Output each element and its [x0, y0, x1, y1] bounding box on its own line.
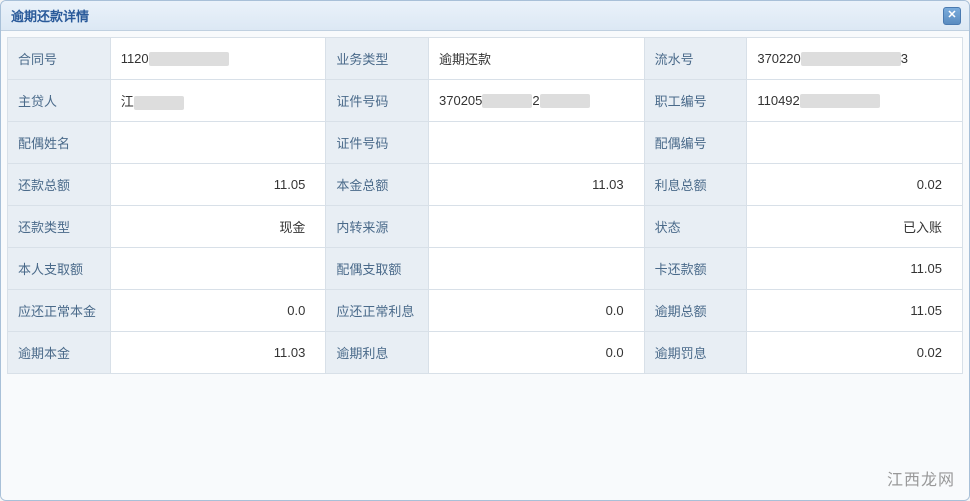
- table-row: 主贷人 江 证件号码 3702052 职工编号 110492: [8, 80, 963, 122]
- table-row: 本人支取额 配偶支取额 卡还款额 11.05: [8, 248, 963, 290]
- status-value: 已入账: [747, 206, 963, 248]
- due-principal-value: 0.0: [110, 290, 326, 332]
- repay-total-label: 还款总额: [8, 164, 111, 206]
- principal-total-label: 本金总额: [326, 164, 429, 206]
- self-draw-label: 本人支取额: [8, 248, 111, 290]
- spouse-draw-label: 配偶支取额: [326, 248, 429, 290]
- overdue-total-label: 逾期总额: [644, 290, 747, 332]
- due-interest-value: 0.0: [429, 290, 645, 332]
- card-repay-label: 卡还款额: [644, 248, 747, 290]
- emp-no-label: 职工编号: [644, 80, 747, 122]
- transfer-src-value: [429, 206, 645, 248]
- overdue-interest-label: 逾期利息: [326, 332, 429, 374]
- table-row: 逾期本金 11.03 逾期利息 0.0 逾期罚息 0.02: [8, 332, 963, 374]
- biz-type-value: 逾期还款: [429, 38, 645, 80]
- spouse-name-value: [110, 122, 326, 164]
- dialog-title: 逾期还款详情: [11, 6, 89, 25]
- watermark: 江西龙网: [887, 466, 955, 490]
- spouse-id-value: [429, 122, 645, 164]
- due-principal-label: 应还正常本金: [8, 290, 111, 332]
- overdue-repay-detail-dialog: 逾期还款详情 ✕ 合同号 1120 业务类型 逾期还款 流水号 3702203 …: [0, 0, 970, 501]
- table-row: 配偶姓名 证件号码 配偶编号: [8, 122, 963, 164]
- self-draw-value: [110, 248, 326, 290]
- dialog-header: 逾期还款详情 ✕: [1, 1, 969, 31]
- spouse-id-label: 证件号码: [326, 122, 429, 164]
- id-no-value: 3702052: [429, 80, 645, 122]
- repay-type-label: 还款类型: [8, 206, 111, 248]
- contract-no-value: 1120: [110, 38, 326, 80]
- biz-type-label: 业务类型: [326, 38, 429, 80]
- table-row: 合同号 1120 业务类型 逾期还款 流水号 3702203: [8, 38, 963, 80]
- spouse-no-value: [747, 122, 963, 164]
- interest-total-value: 0.02: [747, 164, 963, 206]
- table-row: 还款总额 11.05 本金总额 11.03 利息总额 0.02: [8, 164, 963, 206]
- dialog-body: 合同号 1120 业务类型 逾期还款 流水号 3702203 主贷人 江 证件号…: [1, 31, 969, 500]
- principal-total-value: 11.03: [429, 164, 645, 206]
- spouse-name-label: 配偶姓名: [8, 122, 111, 164]
- serial-no-value: 3702203: [747, 38, 963, 80]
- overdue-interest-value: 0.0: [429, 332, 645, 374]
- overdue-penalty-label: 逾期罚息: [644, 332, 747, 374]
- close-icon[interactable]: ✕: [943, 7, 961, 25]
- card-repay-value: 11.05: [747, 248, 963, 290]
- due-interest-label: 应还正常利息: [326, 290, 429, 332]
- spouse-no-label: 配偶编号: [644, 122, 747, 164]
- repay-total-value: 11.05: [110, 164, 326, 206]
- transfer-src-label: 内转来源: [326, 206, 429, 248]
- spouse-draw-value: [429, 248, 645, 290]
- table-row: 应还正常本金 0.0 应还正常利息 0.0 逾期总额 11.05: [8, 290, 963, 332]
- borrower-value: 江: [110, 80, 326, 122]
- status-label: 状态: [644, 206, 747, 248]
- interest-total-label: 利息总额: [644, 164, 747, 206]
- repay-type-value: 现金: [110, 206, 326, 248]
- overdue-principal-value: 11.03: [110, 332, 326, 374]
- overdue-total-value: 11.05: [747, 290, 963, 332]
- overdue-penalty-value: 0.02: [747, 332, 963, 374]
- overdue-principal-label: 逾期本金: [8, 332, 111, 374]
- detail-table: 合同号 1120 业务类型 逾期还款 流水号 3702203 主贷人 江 证件号…: [7, 37, 963, 374]
- contract-no-label: 合同号: [8, 38, 111, 80]
- table-row: 还款类型 现金 内转来源 状态 已入账: [8, 206, 963, 248]
- serial-no-label: 流水号: [644, 38, 747, 80]
- borrower-label: 主贷人: [8, 80, 111, 122]
- emp-no-value: 110492: [747, 80, 963, 122]
- id-no-label: 证件号码: [326, 80, 429, 122]
